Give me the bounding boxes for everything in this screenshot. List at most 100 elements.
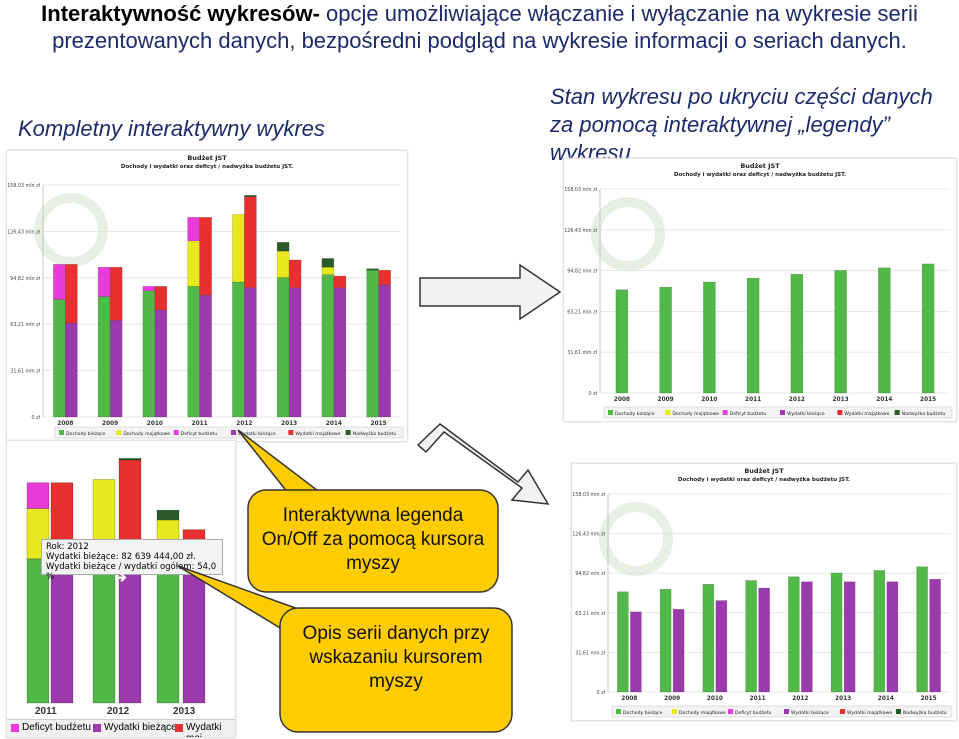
legend-item-dochody-majatkowe[interactable]: Dochody majątkowe [679, 710, 726, 716]
bar-wydatki-biezace-2012 [244, 287, 257, 418]
bar-wydatki-biezace-2013 [843, 581, 856, 693]
chart-title: Budżet JST [187, 154, 227, 162]
y-tick-label: 0 zł [589, 391, 598, 397]
full-chart: Budżet JST Dochody i wydatki oraz deficyt… [6, 150, 408, 442]
legend-item-wydatki-biezace[interactable]: Wydatki bieżące [791, 710, 829, 716]
bar-wydatki-biezace-2008 [630, 611, 642, 693]
x-tick-label: 2009 [102, 421, 118, 427]
x-tick-label: 2008 [57, 421, 73, 427]
page-heading: Interaktywność wykresów- opcje umożliwia… [0, 0, 959, 54]
y-tick-label: 158,03 mln zł [7, 183, 40, 189]
filtered-chart-top: Budżet JST Dochody i wydatki oraz deficyt… [563, 158, 957, 422]
bar-wydatki-biezace-2012 [801, 581, 813, 693]
bar-wydatki-biezace-2010 [154, 309, 168, 418]
legend-item-wydatki-biezace[interactable]: Wydatki bieżące [787, 411, 825, 417]
y-tick-label: 63,21 mln zł [575, 611, 605, 617]
bar-wydatki-majatkowe-2012 [244, 196, 257, 289]
bar-deficyt-budzetu-2009 [97, 267, 111, 297]
legend-swatch [728, 709, 733, 714]
bar-wydatki-biezace-2009 [672, 609, 685, 693]
callout-legend-text: Interaktywna legenda On/Off za pomocą ku… [261, 505, 485, 574]
x-tick-label: 2012 [789, 397, 805, 403]
bar-wydatki-biezace-2015 [378, 284, 391, 418]
x-tick-label: 2015 [920, 397, 936, 403]
legend-swatch [837, 410, 843, 415]
bar-dochody-biezace-2008 [615, 289, 629, 394]
legend-swatch [672, 709, 677, 714]
y-tick-label: 94,82 mln zł [567, 269, 597, 275]
legend-swatch-deficyt [11, 724, 19, 732]
zoom-legend-3[interactable]: Wydatki maj [186, 722, 222, 737]
legend-swatch [894, 410, 900, 415]
x-tick-label: 2014 [878, 696, 894, 702]
zoom-year-2: 2012 [107, 706, 130, 717]
x-tick-label: 2011 [750, 696, 766, 702]
legend-item-wydatki-biezace[interactable]: Wydatki bieżące [238, 431, 276, 437]
legend-item-nadwyzka-budzetu[interactable]: Nadwyżka budżetu [353, 431, 397, 437]
watermark-icon [591, 197, 665, 271]
bar-dochody-biezace-2009 [97, 296, 111, 418]
legend-item-deficyt-budzetu[interactable]: Deficyt budżetu [730, 411, 767, 417]
bar-wydatki-biezace-2015 [929, 578, 941, 693]
legend-swatch [288, 430, 294, 435]
zoom-year-3: 2013 [173, 706, 196, 717]
y-tick-label: 158,03 mln zł [564, 187, 597, 193]
bar-wydatki-majatkowe-2013 [288, 259, 302, 289]
bar-dochody-biezace-2009 [659, 589, 672, 693]
tooltip-line1: Rok: 2012 [46, 542, 89, 552]
bar-dochody-biezace-2013 [830, 572, 843, 693]
legend-item-dochody-biezace[interactable]: Dochody bieżące [615, 411, 654, 417]
zoom-bar-nadwyzka-budzetu-2012 [118, 457, 142, 461]
legend-item-nadwyzka-budzetu[interactable]: Nadwyżka budżetu [902, 411, 946, 417]
bar-dochody-majatkowe-2011 [187, 240, 200, 287]
bar-dochody-biezace-2014 [873, 570, 886, 693]
bar-nadwyzka-budzetu-2012 [244, 195, 257, 198]
x-tick-label: 2011 [192, 421, 208, 427]
x-tick-label: 2008 [614, 397, 630, 403]
zoom-legend-2[interactable]: Wydatki bieżące [104, 722, 177, 733]
legend-swatch [173, 430, 179, 435]
bar-dochody-biezace-2014 [321, 274, 335, 418]
legend-item-deficyt-budzetu[interactable]: Deficyt budżetu [181, 431, 218, 437]
legend-item-deficyt-budzetu[interactable]: Deficyt budżetu [735, 710, 772, 716]
y-tick-label: 63,21 mln zł [567, 309, 597, 315]
x-tick-label: 2009 [658, 397, 674, 403]
bar-wydatki-biezace-2014 [333, 287, 347, 418]
x-tick-label: 2013 [833, 397, 849, 403]
bar-dochody-biezace-2015 [916, 566, 928, 693]
bar-wydatki-biezace-2009 [109, 319, 123, 418]
zoom-legend[interactable]: Deficyt budżetu Wydatki bieżące Wydatki … [7, 719, 235, 737]
y-tick-label: 158,03 mln zł [572, 492, 605, 498]
bar-wydatki-majatkowe-2015 [378, 269, 391, 286]
bar-dochody-biezace-2010 [702, 583, 715, 693]
legend-item-dochody-biezace[interactable]: Dochody bieżące [66, 431, 105, 437]
legend-item-nadwyzka-budzetu[interactable]: Nadwyżka budżetu [903, 710, 947, 716]
bar-wydatki-majatkowe-2010 [154, 286, 168, 311]
bar-nadwyzka-budzetu-2013 [276, 242, 290, 252]
legend-item-dochody-biezace[interactable]: Dochody bieżące [623, 710, 662, 716]
callout-tooltip-text: Opis serii danych przy wskazaniu kursore… [302, 623, 490, 692]
legend-swatch-wydatki [93, 724, 101, 732]
x-tick-label: 2008 [621, 696, 637, 702]
bar-dochody-biezace-2011 [745, 580, 757, 693]
bar-wydatki-biezace-2008 [65, 322, 78, 418]
bar-dochody-biezace-2013 [834, 270, 847, 394]
x-tick-label: 2012 [236, 421, 252, 427]
cursor-arrow-icon: ➔ [115, 569, 127, 585]
zoom-legend-1[interactable]: Deficyt budżetu [22, 722, 91, 733]
filtered-chart-bottom: Budżet JST Dochody i wydatki oraz deficyt… [571, 463, 957, 721]
legend-item-wydatki-majatkowe[interactable]: Wydatki majątkowe [847, 710, 892, 716]
legend-item-dochody-majatkowe[interactable]: Dochody majątkowe [123, 431, 170, 437]
filtered-chart-top-svg: Budżet JST Dochody i wydatki oraz deficyt… [564, 162, 953, 419]
y-tick-label: 31,61 mln zł [575, 650, 605, 656]
bar-nadwyzka-budzetu-2014 [321, 258, 335, 268]
legend-item-dochody-majatkowe[interactable]: Dochody majątkowe [672, 411, 719, 417]
legend-item-wydatki-majatkowe[interactable]: Wydatki majątkowe [295, 431, 340, 437]
bar-dochody-biezace-2010 [142, 290, 156, 418]
zoom-bar-nadwyzka-budzetu-2013 [156, 509, 180, 521]
legend-item-wydatki-majatkowe[interactable]: Wydatki majątkowe [844, 411, 889, 417]
x-tick-label: 2012 [792, 696, 808, 702]
chart-subtitle: Dochody i wydatki oraz deficyt / nadwyżk… [674, 172, 846, 178]
bar-dochody-biezace-2015 [366, 269, 379, 418]
x-tick-label: 2009 [664, 696, 680, 702]
